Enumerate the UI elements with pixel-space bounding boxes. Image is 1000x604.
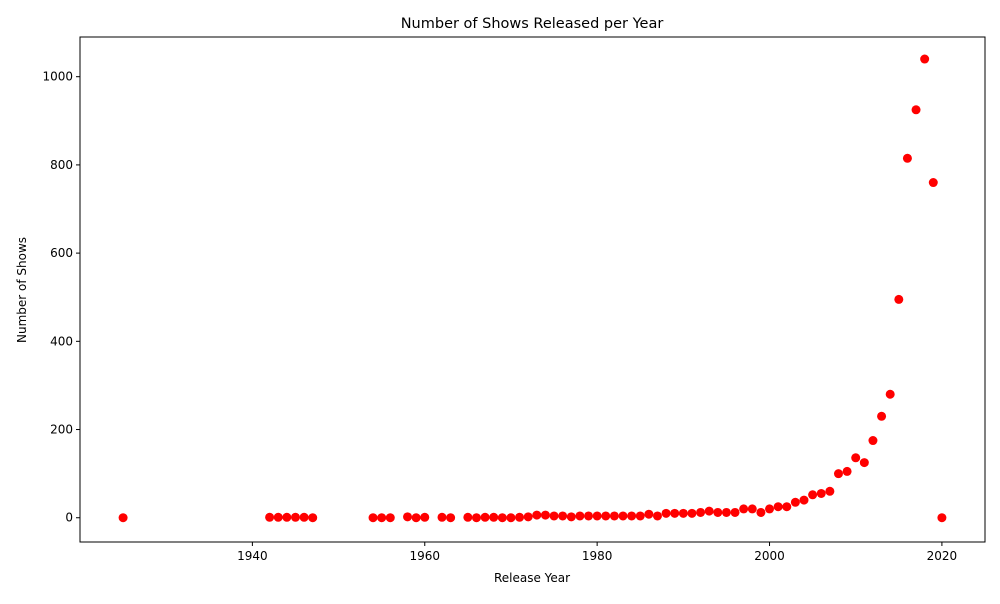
data-point: [782, 502, 792, 512]
data-point: [411, 513, 421, 523]
data-point: [885, 389, 895, 399]
data-point: [558, 511, 568, 521]
data-point: [799, 495, 809, 505]
x-tick-label: 2020: [927, 549, 958, 563]
data-point: [540, 510, 550, 520]
data-point: [851, 453, 861, 463]
data-point: [609, 511, 619, 521]
data-points: [118, 54, 947, 523]
data-point: [652, 511, 662, 521]
data-point: [808, 490, 818, 500]
data-point: [859, 458, 869, 468]
data-point: [480, 512, 490, 522]
y-axis: 0 200 400 600 800 1000: [42, 70, 80, 525]
data-point: [877, 411, 887, 421]
data-point: [644, 509, 654, 519]
y-tick-label: 1000: [42, 70, 73, 84]
y-tick-label: 600: [50, 246, 73, 260]
data-point: [575, 511, 585, 521]
data-point: [937, 513, 947, 523]
data-point: [661, 508, 671, 518]
y-tick-label: 800: [50, 158, 73, 172]
data-point: [618, 511, 628, 521]
data-point: [713, 507, 723, 517]
data-point: [678, 508, 688, 518]
data-point: [471, 513, 481, 523]
data-point: [721, 507, 731, 517]
data-point: [902, 153, 912, 163]
data-point: [368, 513, 378, 523]
data-point: [730, 507, 740, 517]
x-tick-label: 2000: [754, 549, 785, 563]
data-point: [790, 497, 800, 507]
x-axis: 1940 1960 1980 2000 2020: [237, 542, 957, 563]
data-point: [842, 466, 852, 476]
data-point: [687, 508, 697, 518]
data-point: [523, 512, 533, 522]
data-point: [592, 511, 602, 521]
data-point: [118, 513, 128, 523]
data-point: [377, 513, 387, 523]
y-tick-label: 200: [50, 423, 73, 437]
data-point: [825, 486, 835, 496]
data-point: [385, 513, 395, 523]
data-point: [308, 513, 318, 523]
data-point: [704, 506, 714, 516]
y-axis-label: Number of Shows: [15, 237, 29, 343]
data-point: [420, 512, 430, 522]
x-axis-label: Release Year: [494, 571, 570, 585]
data-point: [299, 512, 309, 522]
data-point: [489, 512, 499, 522]
data-point: [290, 512, 300, 522]
data-point: [911, 105, 921, 115]
data-point: [928, 178, 938, 188]
x-tick-label: 1940: [237, 549, 268, 563]
data-point: [566, 512, 576, 522]
data-point: [868, 436, 878, 446]
y-tick-label: 0: [65, 511, 73, 525]
data-point: [446, 513, 456, 523]
data-point: [497, 513, 507, 523]
data-point: [403, 512, 413, 522]
data-point: [696, 507, 706, 517]
data-point: [756, 507, 766, 517]
data-point: [506, 513, 516, 523]
data-point: [515, 512, 525, 522]
data-point: [833, 469, 843, 479]
data-point: [601, 511, 611, 521]
data-point: [739, 504, 749, 514]
data-point: [747, 504, 757, 514]
data-point: [463, 512, 473, 522]
data-point: [532, 510, 542, 520]
data-point: [273, 512, 283, 522]
data-point: [437, 512, 447, 522]
data-point: [549, 511, 559, 521]
y-tick-label: 400: [50, 334, 73, 348]
data-point: [816, 488, 826, 498]
data-point: [765, 504, 775, 514]
x-tick-label: 1980: [582, 549, 613, 563]
data-point: [627, 511, 637, 521]
data-point: [635, 511, 645, 521]
data-point: [584, 511, 594, 521]
data-point: [265, 512, 275, 522]
plot-frame: [79, 36, 986, 543]
x-tick-label: 1960: [409, 549, 440, 563]
data-point: [773, 502, 783, 512]
data-point: [894, 294, 904, 304]
data-point: [920, 54, 930, 64]
plot-area: 1940 1960 1980 2000 2020 0 200 400 600 800 1000: [42, 36, 986, 563]
chart-title: Number of Shows Released per Year: [401, 16, 664, 32]
data-point: [670, 508, 680, 518]
data-point: [282, 512, 292, 522]
